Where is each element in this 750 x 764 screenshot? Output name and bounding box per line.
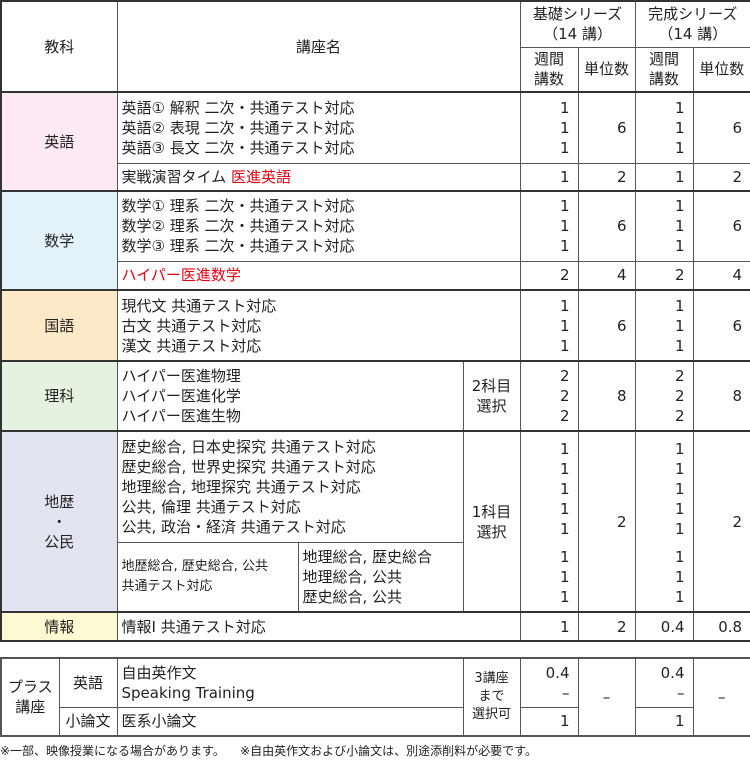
plus-basic-units: – — [577, 657, 636, 737]
header-subject: 教科 — [0, 0, 118, 93]
plus-essay-basic-weekly: 1 — [519, 706, 579, 737]
info-complete-units: 0.8 — [692, 611, 750, 642]
social-combo-right: 地理総合, 歴史総合 地理総合, 公共 歴史総合, 公共 — [297, 541, 464, 613]
info-basic-weekly: 1 — [519, 611, 579, 642]
footnotes: ※一部、映像授業になる場合があります。 ※自由英作文および小論文は、別途添削料が… — [0, 742, 537, 759]
science-basic-weekly: 2 2 2 — [519, 360, 579, 432]
english-extra-basic-units: 2 — [577, 162, 636, 192]
plus-course-table: プラス 講座 英語 自由英作文 Speaking Training 3講座 まで… — [0, 657, 750, 737]
japanese-basic-weekly: 1 1 1 — [519, 289, 579, 362]
math-extra-basic-weekly: 2 — [519, 260, 579, 291]
english-complete-units: 6 — [692, 91, 750, 164]
plus-english-basic-weekly: 0.4 – — [519, 657, 579, 708]
japanese-complete-units: 6 — [692, 289, 750, 362]
japanese-complete-weekly: 1 1 1 — [634, 289, 694, 362]
japanese-courses: 現代文 共通テスト対応 古文 共通テスト対応 漢文 共通テスト対応 — [116, 289, 521, 362]
science-complete-weekly: 2 2 2 — [634, 360, 694, 432]
info-complete-weekly: 0.4 — [634, 611, 694, 642]
math-complete-units: 6 — [692, 190, 750, 262]
english-extra-complete-weekly: 1 — [634, 162, 694, 192]
science-courses: ハイパー医進物理 ハイパー医進化学 ハイパー医進生物 — [116, 360, 464, 432]
subject-science: 理科 — [0, 360, 118, 432]
social-combo-basic-weekly: 1 1 1 — [519, 542, 579, 613]
science-complete-units: 8 — [692, 360, 750, 432]
social-basic-weekly: 1 1 1 1 1 — [519, 430, 579, 542]
social-combo-complete-weekly: 1 1 1 — [634, 542, 694, 613]
social-basic-units: 2 — [577, 430, 636, 613]
subject-english: 英語 — [0, 91, 118, 192]
subject-math: 数学 — [0, 190, 118, 291]
math-complete-weekly: 1 1 1 — [634, 190, 694, 262]
footnote: ※一部、映像授業になる場合があります。 — [0, 744, 225, 758]
science-basic-units: 8 — [577, 360, 636, 432]
social-select: 1科目 選択 — [462, 430, 521, 613]
extra-highlight: 医進英語 — [230, 167, 291, 186]
math-extra-complete-units: 4 — [692, 260, 750, 291]
japanese-basic-units: 6 — [577, 289, 636, 362]
plus-essay-label: 小論文 — [58, 706, 118, 737]
english-courses: 英語① 解釈 二次・共通テスト対応 英語② 表現 二次・共通テスト対応 英語③ … — [116, 91, 521, 164]
plus-essay-complete-weekly: 1 — [634, 706, 694, 737]
header-basic-units: 単位数 — [577, 46, 636, 93]
social-combo-left: 地歴総合, 歴史総合, 公共 共通テスト対応 — [116, 541, 299, 613]
math-basic-units: 6 — [577, 190, 636, 262]
subject-info: 情報 — [0, 611, 118, 642]
math-extra-complete-weekly: 2 — [634, 260, 694, 291]
english-extra-complete-units: 2 — [692, 162, 750, 192]
science-select: 2科目 選択 — [462, 360, 521, 432]
plus-english-label: 英語 — [58, 657, 118, 708]
math-courses: 数学① 理系 二次・共通テスト対応 数学② 理系 二次・共通テスト対応 数学③ … — [116, 190, 521, 262]
extra-prefix: 実戦演習タイム — [121, 167, 231, 186]
course-table: 教科 講座名 基礎シリーズ （14 講） 完成シリーズ （14 講） 週間 講数… — [0, 0, 750, 642]
english-basic-units: 6 — [577, 91, 636, 164]
plus-essay-course: 医系小論文 — [116, 706, 464, 737]
header-complete-weekly: 週間 講数 — [634, 46, 694, 93]
info-course: 情報Ⅰ 共通テスト対応 — [116, 611, 521, 642]
math-extra-course: ハイパー医進数学 — [116, 260, 521, 291]
plus-label: プラス 講座 — [0, 657, 60, 737]
header-course: 講座名 — [116, 0, 521, 93]
plus-complete-units: – — [692, 657, 750, 737]
math-basic-weekly: 1 1 1 — [519, 190, 579, 262]
plus-english-complete-weekly: 0.4 – — [634, 657, 694, 708]
subject-japanese: 国語 — [0, 289, 118, 362]
english-basic-weekly: 1 1 1 — [519, 91, 579, 164]
math-extra-basic-units: 4 — [577, 260, 636, 291]
header-basic-weekly: 週間 講数 — [519, 46, 579, 93]
english-extra-basic-weekly: 1 — [519, 162, 579, 192]
footnote: ※自由英作文および小論文は、別途添削料が必要です。 — [240, 744, 537, 758]
social-courses: 歴史総合, 日本史探究 共通テスト対応 歴史総合, 世界史探究 共通テスト対応 … — [116, 430, 464, 543]
english-complete-weekly: 1 1 1 — [634, 91, 694, 164]
plus-select: 3講座 まで 選択可 — [462, 657, 521, 737]
english-extra-course: 実戦演習タイム 医進英語 — [116, 162, 521, 192]
plus-english-courses: 自由英作文 Speaking Training — [116, 657, 464, 708]
social-complete-weekly: 1 1 1 1 1 — [634, 430, 694, 542]
header-complete-series: 完成シリーズ （14 講） — [634, 0, 750, 48]
header-basic-series: 基礎シリーズ （14 講） — [519, 0, 636, 48]
subject-social: 地歴 ・ 公民 — [0, 430, 118, 613]
social-complete-units: 2 — [692, 430, 750, 613]
info-basic-units: 2 — [577, 611, 636, 642]
header-complete-units: 単位数 — [692, 46, 750, 93]
